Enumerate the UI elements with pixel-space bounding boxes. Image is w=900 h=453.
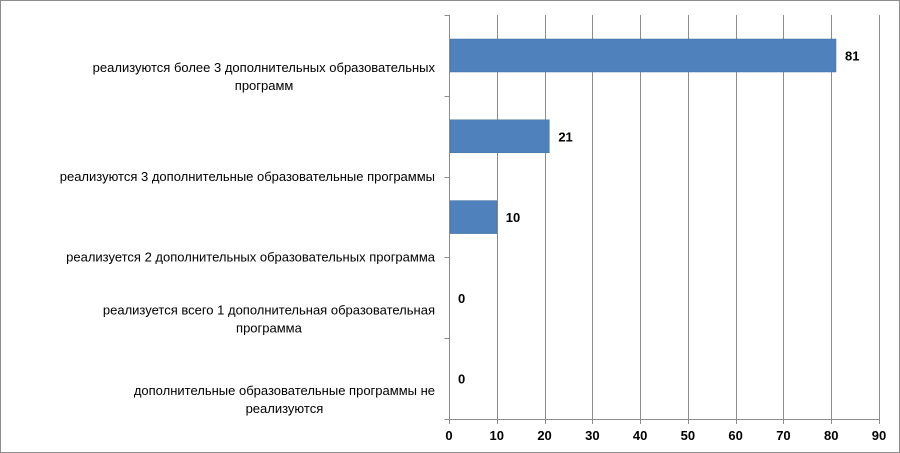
bar-2 <box>449 200 498 234</box>
category-label: реализуются более 3 дополнительных образ… <box>93 60 436 75</box>
category-label: дополнительные образовательные программы… <box>134 383 435 398</box>
category-label: реализуются 3 дополнительные образовател… <box>60 169 435 184</box>
bar-1 <box>449 119 550 154</box>
data-label: 81 <box>845 49 859 64</box>
x-tick-label: 80 <box>824 428 838 443</box>
bars <box>449 38 837 234</box>
axes <box>444 15 880 424</box>
x-tick-label: 50 <box>681 428 695 443</box>
x-tick-label: 0 <box>445 428 452 443</box>
category-label: реализуются <box>246 401 324 416</box>
x-tick-label: 40 <box>633 428 647 443</box>
category-label: программа <box>236 320 303 335</box>
category-label: реализуется 2 дополнительных образовател… <box>66 250 436 265</box>
data-label: 21 <box>558 129 572 144</box>
data-label: 0 <box>458 372 465 387</box>
data-label: 0 <box>458 291 465 306</box>
category-label: программ <box>235 78 294 93</box>
labels: 0 10 20 30 40 50 60 70 80 90 81 реализуются более 3… <box>60 49 887 444</box>
x-tick-label: 10 <box>490 428 504 443</box>
x-tick-label: 20 <box>537 428 551 443</box>
gridlines <box>497 15 880 419</box>
x-tick-label: 70 <box>776 428 790 443</box>
x-tick-label: 90 <box>872 428 886 443</box>
category-label: реализуется всего 1 дополнительная образ… <box>103 302 435 317</box>
x-tick-label: 60 <box>728 428 742 443</box>
bar-0 <box>449 38 837 73</box>
x-tick-label: 30 <box>585 428 599 443</box>
data-label: 10 <box>506 210 520 225</box>
